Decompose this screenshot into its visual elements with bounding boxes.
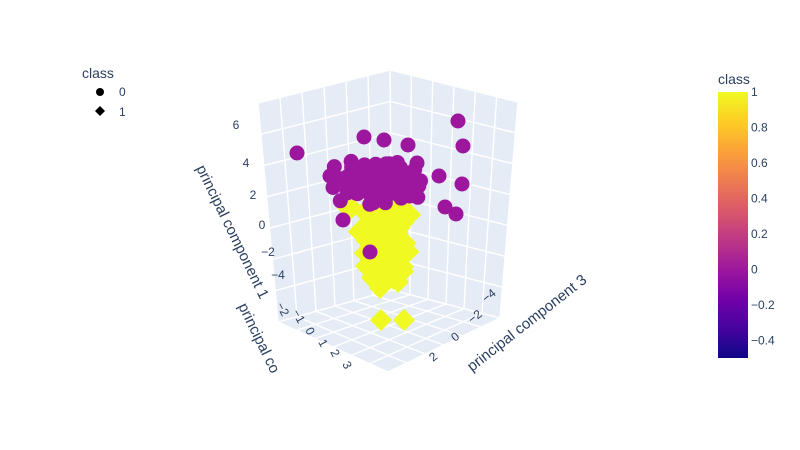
data-point-class-0	[450, 113, 466, 129]
x-tick-label: 2	[327, 347, 343, 360]
data-point-class-0	[448, 206, 464, 222]
y-tick-label: 2	[426, 349, 440, 364]
grid-line	[323, 86, 336, 307]
z-tick-label: 6	[233, 118, 240, 132]
colorbar-tick-label: 0.8	[751, 120, 768, 134]
z-tick-label: 0	[259, 218, 266, 232]
legend-title: class	[82, 65, 114, 81]
data-point-class-0	[365, 195, 381, 211]
grid-line	[257, 102, 279, 323]
colorbar-tick-label: 0	[751, 262, 758, 276]
grid-line	[369, 312, 483, 365]
data-point-class-0	[455, 138, 471, 154]
data-point-class-0	[289, 145, 305, 161]
data-point-class-0	[383, 175, 399, 191]
data-point-class-0	[360, 179, 376, 195]
colorbar-tick-label: 0.6	[751, 156, 768, 170]
x-axis-title: principal co	[234, 300, 283, 376]
z-tick-label: −2	[261, 245, 275, 259]
colorbar: class 1 0.8 0.6 0.4 0.2 0 −0.2 −0.4	[718, 71, 775, 358]
data-point-class-1	[361, 209, 388, 236]
data-point-class-0	[376, 132, 392, 148]
data-point-class-0	[362, 244, 378, 260]
colorbar-title: class	[718, 71, 750, 87]
colorbar-tick-label: 0.2	[751, 227, 768, 241]
grid-line	[387, 317, 501, 373]
colorbar-gradient	[718, 92, 748, 358]
data-point-class-0	[343, 153, 359, 169]
legend-label-0: 0	[119, 85, 126, 99]
colorbar-tick-label: −0.4	[751, 333, 775, 347]
data-point-class-0	[377, 195, 393, 211]
x-tick-label: −1	[289, 307, 308, 326]
legend-item-0[interactable]: 0	[96, 85, 126, 99]
circle-icon	[96, 88, 104, 96]
data-point-class-1	[355, 255, 377, 277]
data-point-class-0	[431, 168, 447, 184]
series-class-0	[289, 113, 471, 260]
data-point-class-0	[360, 164, 376, 180]
data-point-class-0	[325, 179, 341, 195]
z-tick-label: −4	[271, 268, 285, 282]
data-point-class-0	[335, 212, 351, 228]
x-tick-label: −2	[273, 300, 292, 319]
data-point-class-0	[394, 162, 410, 178]
legend-item-1[interactable]: 1	[95, 105, 126, 119]
colorbar-tick-label: −0.2	[751, 298, 775, 312]
data-point-class-0	[322, 168, 338, 184]
data-point-class-1	[393, 309, 415, 331]
data-point-class-0	[409, 155, 425, 171]
data-point-class-0	[356, 129, 372, 145]
z-tick-label: 4	[243, 156, 250, 170]
grid-line	[499, 101, 519, 319]
grid-line	[301, 91, 317, 312]
data-point-class-0	[437, 199, 453, 215]
colorbar-tick-label: 0.4	[751, 191, 768, 205]
data-point-class-0	[400, 137, 416, 153]
grid-line	[427, 80, 434, 300]
grid-line	[463, 91, 477, 309]
legend: class 0 1	[82, 65, 126, 119]
grid-line	[481, 96, 498, 314]
floor-pane	[278, 290, 500, 372]
data-point-class-0	[381, 156, 397, 172]
x-tick-label: 3	[339, 359, 355, 372]
z-axis-ticks: 6 4 2 0 −2 −4	[233, 118, 286, 282]
data-point-class-1	[393, 238, 420, 265]
data-point-class-1	[381, 255, 403, 277]
grid-line	[279, 97, 298, 317]
colorbar-tick-label: 1	[751, 85, 758, 99]
z-tick-label: 2	[250, 188, 257, 202]
legend-label-1: 1	[119, 105, 126, 119]
data-point-class-0	[342, 178, 358, 194]
grid-line	[391, 289, 501, 319]
diamond-icon	[95, 106, 105, 116]
data-point-class-0	[454, 176, 470, 192]
data-point-class-1	[370, 309, 392, 331]
data-point-class-1	[390, 201, 417, 228]
colorbar-ticks: 1 0.8 0.6 0.4 0.2 0 −0.2 −0.4	[751, 85, 775, 347]
